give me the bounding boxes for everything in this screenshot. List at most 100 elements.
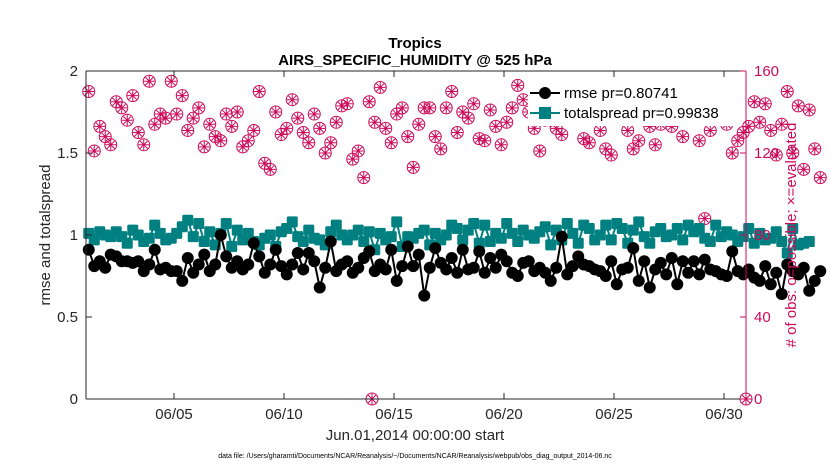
totalspread-point xyxy=(121,237,133,249)
obs-evaluated-marker xyxy=(759,98,771,110)
obs-evaluated-marker xyxy=(132,127,144,138)
obs-possible-marker xyxy=(478,134,492,148)
totalspread-point xyxy=(479,219,491,231)
totalspread-point xyxy=(193,218,205,230)
obs-evaluated-marker xyxy=(495,139,507,151)
obs-possible-marker xyxy=(500,115,514,129)
rmse-point xyxy=(253,250,266,263)
legend-spread-marker xyxy=(539,107,551,119)
obs-evaluated-marker xyxy=(407,161,419,173)
obs-possible-marker xyxy=(406,160,420,174)
totalspread-point xyxy=(363,226,375,238)
totalspread-point xyxy=(385,231,397,243)
rmse-point xyxy=(313,281,326,294)
totalspread-point xyxy=(501,218,513,230)
totalspread-point xyxy=(572,237,584,249)
obs-evaluated-marker xyxy=(677,131,689,143)
rmse-point xyxy=(423,261,436,274)
rmse-point xyxy=(319,261,332,274)
obs-possible-marker xyxy=(450,126,464,139)
obs-possible-marker xyxy=(467,97,481,111)
x-axis-label: Jun.01,2014 00:00:00 start xyxy=(326,427,505,444)
obs-evaluated-marker xyxy=(319,147,331,159)
obs-evaluated-marker xyxy=(341,98,353,110)
obs-evaluated-marker xyxy=(413,118,425,130)
obs-evaluated-marker xyxy=(352,145,364,157)
rmse-point xyxy=(654,256,667,269)
obs-evaluated-marker xyxy=(94,120,106,132)
rmse-point xyxy=(610,278,623,291)
obs-possible-marker xyxy=(582,136,596,150)
rmse-point xyxy=(396,260,409,273)
rmse-point xyxy=(621,261,634,274)
obs-evaluated-marker xyxy=(143,75,155,87)
obs-possible-marker xyxy=(511,78,525,92)
totalspread-point xyxy=(677,234,689,246)
obs-evaluated-marker xyxy=(814,172,826,184)
obs-possible-marker xyxy=(93,119,107,133)
totalspread-point xyxy=(616,222,628,234)
obs-possible-marker xyxy=(725,146,739,160)
obs-evaluated-marker xyxy=(176,90,188,102)
obs-possible-marker xyxy=(126,89,140,103)
obs-evaluated-marker xyxy=(193,102,205,114)
rmse-point xyxy=(627,242,640,255)
obs-evaluated-marker xyxy=(803,104,815,116)
obs-possible-marker xyxy=(252,85,266,98)
totalspread-point xyxy=(776,236,788,248)
obs-possible-marker xyxy=(769,148,783,162)
rmse-point xyxy=(401,240,414,253)
obs-evaluated-marker xyxy=(424,102,436,114)
obs-evaluated-marker xyxy=(374,81,386,93)
totalspread-point xyxy=(468,218,480,230)
rmse-point xyxy=(632,274,645,287)
obs-possible-marker xyxy=(428,130,442,144)
obs-possible-marker xyxy=(131,126,145,139)
obs-possible-marker xyxy=(170,107,184,121)
rmse-point xyxy=(753,274,766,287)
legend-rmse-marker xyxy=(539,87,551,99)
obs-evaluated-marker xyxy=(627,143,639,155)
y-right-label: # of obs: o=possible; ×=evaluated xyxy=(783,123,800,348)
obs-possible-marker xyxy=(692,134,706,148)
obs-evaluated-marker xyxy=(633,135,645,147)
totalspread-point xyxy=(286,216,298,228)
rmse-series xyxy=(82,229,827,302)
obs-possible-marker xyxy=(764,123,778,137)
obs-evaluated-marker xyxy=(534,145,546,157)
totalspread-point xyxy=(605,234,617,246)
rmse-point xyxy=(132,255,145,268)
rmse-point xyxy=(808,274,821,287)
totalspread-point xyxy=(297,236,309,248)
rmse-point xyxy=(445,251,458,264)
y-right-tick-label: 120 xyxy=(754,145,779,162)
y-left-tick-label: 1.5 xyxy=(57,145,78,162)
obs-evaluated-marker xyxy=(237,141,249,153)
obs-possible-marker xyxy=(324,136,338,150)
obs-evaluated-marker xyxy=(391,108,403,120)
obs-evaluated-marker xyxy=(737,127,749,138)
totalspread-point xyxy=(358,236,370,248)
rmse-point xyxy=(687,255,700,268)
obs-evaluated-marker xyxy=(517,94,529,106)
obs-evaluated-marker xyxy=(550,122,562,134)
obs-possible-marker xyxy=(230,105,244,119)
obs-possible-marker xyxy=(148,117,162,131)
totalspread-point xyxy=(182,214,194,226)
rmse-point xyxy=(555,230,568,243)
rmse-point xyxy=(671,278,684,291)
obs-evaluated-marker xyxy=(468,98,480,110)
y-left-tick-label: 2 xyxy=(70,63,78,80)
obs-possible-marker xyxy=(632,134,646,148)
x-tick-label: 06/20 xyxy=(485,406,523,423)
legend: rmse pr=0.80741 totalspread pr=0.99838 xyxy=(528,80,742,126)
totalspread-point xyxy=(748,237,760,249)
obs-evaluated-marker xyxy=(528,122,540,134)
obs-evaluated-marker xyxy=(314,122,326,134)
obs-possible-marker xyxy=(362,95,376,109)
obs-possible-marker xyxy=(247,123,261,137)
rmse-point xyxy=(308,255,321,268)
y-right-tick-label: 0 xyxy=(754,391,762,408)
obs-evaluated-marker xyxy=(446,86,458,97)
obs-possible-marker xyxy=(802,103,816,117)
